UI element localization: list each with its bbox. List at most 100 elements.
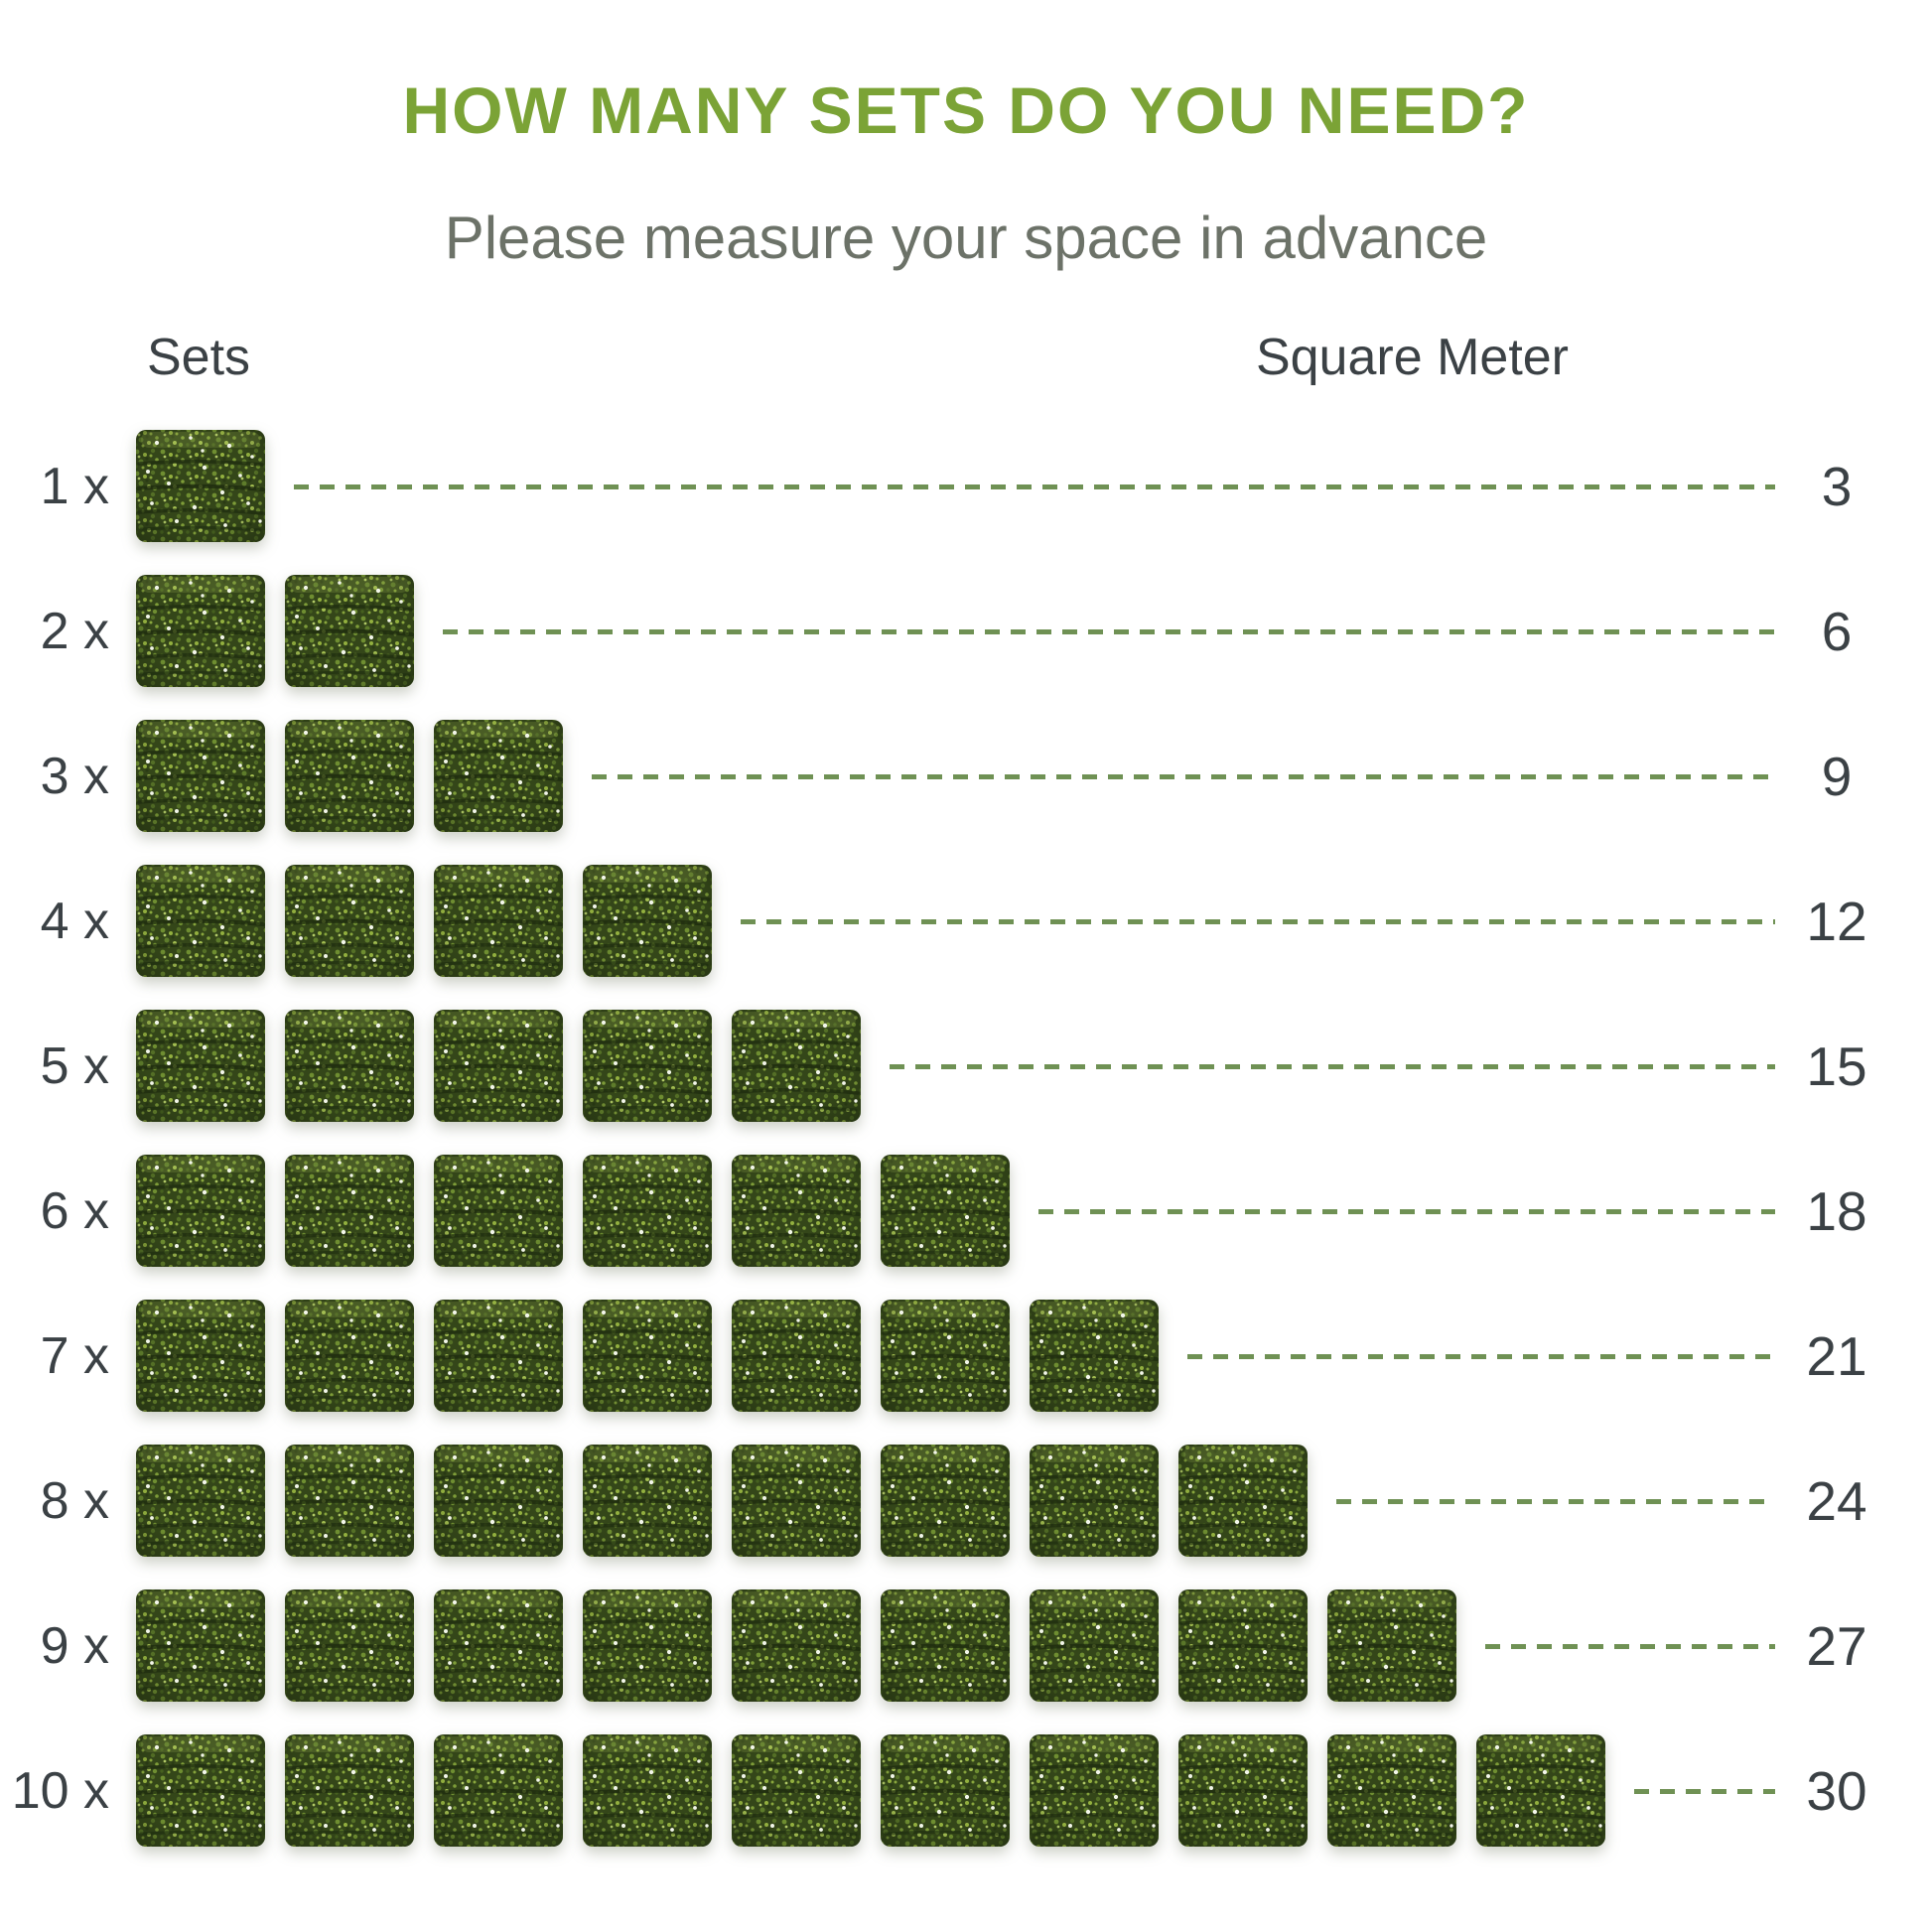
row-blocks [133, 571, 417, 692]
hedge-panel-stack-icon [580, 1730, 715, 1852]
hedge-panel-stack-icon [580, 1441, 715, 1562]
hedge-panel-stack-icon [431, 1296, 566, 1417]
hedge-panel-stack-icon [729, 1006, 864, 1127]
column-header-sets: Sets [147, 329, 251, 386]
hedge-panel-stack-icon [282, 1006, 417, 1127]
hedge-panel-stack-icon [282, 861, 417, 982]
hedge-panel-stack-icon [580, 1296, 715, 1417]
row-sqm-value: 18 [1806, 1180, 1867, 1242]
hedge-panel-stack-icon [1175, 1586, 1311, 1707]
hedge-panel-stack-icon [133, 1296, 268, 1417]
hedge-panel-stack-icon [1473, 1730, 1608, 1852]
set-row: 7 x 21 [0, 1284, 1932, 1429]
set-row: 8 x 24 [0, 1429, 1932, 1574]
hedge-panel-stack-icon [580, 1586, 715, 1707]
row-sets-label: 10 x [11, 1762, 109, 1820]
row-sqm-value: 27 [1806, 1615, 1867, 1677]
hedge-panel-stack-icon [729, 1730, 864, 1852]
row-blocks [133, 426, 268, 547]
hedge-panel-stack-icon [580, 861, 715, 982]
rows: 1 x 3 2 x 6 3 x 9 4 x 12 5 x 15 6 x 18 7… [0, 414, 1932, 1863]
hedge-panel-stack-icon [729, 1441, 864, 1562]
hedge-panel-stack-icon [133, 1730, 268, 1852]
row-sets-label: 6 x [40, 1182, 109, 1240]
hedge-panel-stack-icon [1027, 1730, 1162, 1852]
hedge-panel-stack-icon [431, 1586, 566, 1707]
hedge-panel-stack-icon [878, 1586, 1013, 1707]
row-sqm-value: 6 [1821, 601, 1853, 662]
dashed-connector [294, 483, 1775, 489]
row-sqm-value: 3 [1821, 456, 1853, 517]
row-blocks [133, 1441, 1311, 1562]
hedge-panel-stack-icon [431, 1151, 566, 1272]
hedge-panel-stack-icon [282, 1730, 417, 1852]
hedge-panel-stack-icon [133, 1151, 268, 1272]
dashed-connector [741, 918, 1775, 924]
row-blocks [133, 1151, 1013, 1272]
dashed-connector [1336, 1498, 1775, 1504]
row-blocks [133, 861, 715, 982]
dashed-connector [443, 628, 1775, 634]
hedge-panel-stack-icon [878, 1296, 1013, 1417]
hedge-panel-stack-icon [729, 1296, 864, 1417]
hedge-panel-stack-icon [133, 426, 268, 547]
hedge-panel-stack-icon [431, 1441, 566, 1562]
set-row: 2 x 6 [0, 559, 1932, 704]
row-sets-label: 2 x [40, 603, 109, 660]
page-subtitle: Please measure your space in advance [444, 205, 1488, 271]
dashed-connector [1634, 1788, 1775, 1794]
dashed-connector [1485, 1643, 1775, 1649]
row-sets-label: 1 x [40, 458, 109, 515]
row-sets-label: 4 x [40, 893, 109, 950]
hedge-panel-stack-icon [1027, 1441, 1162, 1562]
hedge-panel-stack-icon [878, 1441, 1013, 1562]
hedge-panel-stack-icon [1027, 1586, 1162, 1707]
column-header-square-meter: Square Meter [1255, 329, 1569, 386]
row-blocks [133, 1730, 1608, 1852]
hedge-panel-stack-icon [580, 1151, 715, 1272]
row-blocks [133, 1296, 1162, 1417]
set-row: 6 x 18 [0, 1139, 1932, 1284]
hedge-panel-stack-icon [133, 571, 268, 692]
hedge-panel-stack-icon [133, 716, 268, 837]
column-headers: Sets Square Meter [0, 328, 1932, 387]
hedge-panel-stack-icon [1324, 1586, 1459, 1707]
hedge-panel-stack-icon [282, 716, 417, 837]
set-row: 1 x 3 [0, 414, 1932, 559]
row-sqm-value: 12 [1806, 891, 1867, 952]
hedge-panel-stack-icon [282, 571, 417, 692]
set-row: 3 x 9 [0, 704, 1932, 849]
row-sets-label: 9 x [40, 1617, 109, 1675]
hedge-panel-stack-icon [133, 861, 268, 982]
set-row: 5 x 15 [0, 994, 1932, 1139]
hedge-panel-stack-icon [1175, 1441, 1311, 1562]
hedge-panel-stack-icon [431, 1730, 566, 1852]
dashed-connector [1187, 1353, 1775, 1359]
hedge-panel-stack-icon [431, 861, 566, 982]
hedge-panel-stack-icon [580, 1006, 715, 1127]
hedge-panel-stack-icon [431, 1006, 566, 1127]
set-row: 10 x 30 [0, 1719, 1932, 1863]
row-sqm-value: 30 [1806, 1760, 1867, 1822]
hedge-panel-stack-icon [729, 1151, 864, 1272]
row-sets-label: 5 x [40, 1037, 109, 1095]
row-sqm-value: 9 [1821, 746, 1853, 807]
hedge-panel-stack-icon [133, 1006, 268, 1127]
hedge-panel-stack-icon [1324, 1730, 1459, 1852]
row-blocks [133, 1006, 864, 1127]
hedge-panel-stack-icon [282, 1441, 417, 1562]
row-sqm-value: 21 [1806, 1325, 1867, 1387]
hedge-panel-stack-icon [282, 1296, 417, 1417]
hedge-panel-stack-icon [282, 1151, 417, 1272]
hedge-panel-stack-icon [878, 1151, 1013, 1272]
hedge-panel-stack-icon [282, 1586, 417, 1707]
row-blocks [133, 716, 566, 837]
row-blocks [133, 1586, 1459, 1707]
dashed-connector [890, 1063, 1775, 1069]
hedge-panel-stack-icon [133, 1441, 268, 1562]
page-title: HOW MANY SETS DO YOU NEED? [402, 73, 1530, 147]
hedge-panel-stack-icon [1027, 1296, 1162, 1417]
hedge-panel-stack-icon [133, 1586, 268, 1707]
hedge-panel-stack-icon [431, 716, 566, 837]
